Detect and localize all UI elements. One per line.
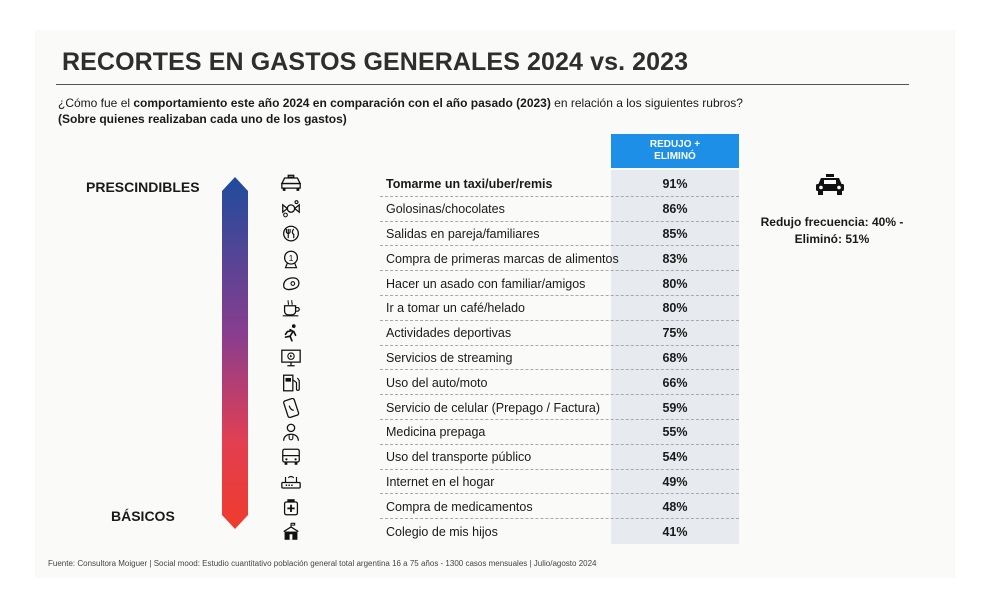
row-value: 48% (662, 499, 688, 514)
first-brand-medal-icon: 1 (278, 248, 304, 270)
row-value: 75% (662, 326, 688, 341)
scale-gradient-arrow (222, 177, 248, 529)
row-value: 54% (662, 450, 688, 465)
scale-label-top: PRESCINDIBLES (86, 179, 200, 195)
question-bold: comportamiento este año 2024 en comparac… (133, 96, 551, 110)
row-label: Medicina prepaga (386, 425, 486, 440)
table-row: Colegio de mis hijos 41% (278, 519, 739, 544)
table-row: Uso del auto/moto 66% (278, 370, 739, 395)
medicine-icon (278, 496, 304, 518)
taxi-icon (278, 173, 304, 195)
page-title: RECORTES EN GASTOS GENERALES 2024 vs. 20… (62, 48, 689, 76)
taxi-note-line1: Redujo frecuencia: 40% - (760, 215, 904, 229)
row-value: 41% (662, 524, 688, 539)
coffee-icon (278, 297, 304, 319)
row-label: Compra de medicamentos (386, 499, 533, 514)
row-value: 86% (662, 202, 688, 217)
expense-table: Tomarme un taxi/uber/remis 91% Golosinas/c… (278, 172, 739, 544)
router-icon (278, 471, 304, 493)
row-value: 80% (662, 301, 688, 316)
table-row: Actividades deportivas 75% (278, 321, 739, 346)
row-label: Servicio de celular (Prepago / Factura) (386, 400, 600, 415)
column-header-line2: ELIMINÓ (654, 151, 696, 162)
row-label: Golosinas/chocolates (386, 202, 505, 217)
scale-label-bottom: BÁSICOS (111, 508, 175, 524)
value-column-band (611, 170, 739, 544)
row-value: 80% (662, 276, 688, 291)
row-value: 66% (662, 375, 688, 390)
table-row: Tomarme un taxi/uber/remis 91% (278, 172, 739, 197)
row-value: 83% (662, 251, 688, 266)
steak-icon (278, 273, 304, 295)
row-label: Ir a tomar un café/helado (386, 301, 525, 316)
table-row: Salidas en pareja/familiares 85% (278, 222, 739, 247)
row-label: Uso del transporte público (386, 450, 532, 465)
table-row: 1 Compra de primeras marcas de alimentos 8… (278, 246, 739, 271)
candy-icon (278, 198, 304, 220)
row-value: 68% (662, 350, 688, 365)
table-row: Internet en el hogar 49% (278, 470, 739, 495)
row-label: Internet en el hogar (386, 474, 495, 489)
table-row: Compra de medicamentos 48% (278, 494, 739, 519)
table-row: Medicina prepaga 55% (278, 420, 739, 445)
row-label: Compra de primeras marcas de alimentos (386, 251, 619, 266)
fuel-pump-icon (278, 372, 304, 394)
taxi-icon (816, 174, 844, 195)
row-label: Tomarme un taxi/uber/remis (386, 177, 553, 192)
table-row: Golosinas/chocolates 86% (278, 197, 739, 222)
chart-panel (35, 30, 955, 578)
svg-text:1: 1 (289, 254, 294, 263)
table-row: Hacer un asado con familiar/amigos 80% (278, 271, 739, 296)
column-header-line1: REDUJO + (649, 139, 701, 150)
mobile-phone-icon (278, 397, 304, 419)
row-value: 59% (662, 400, 688, 415)
row-value: 49% (662, 474, 688, 489)
row-value: 55% (662, 425, 688, 440)
row-label: Uso del auto/moto (386, 375, 488, 390)
row-value: 85% (662, 226, 688, 241)
row-label: Salidas en pareja/familiares (386, 226, 540, 241)
taxi-note-line2: Eliminó: 51% (794, 232, 870, 246)
table-row: Uso del transporte público 54% (278, 445, 739, 470)
row-label: Hacer un asado con familiar/amigos (386, 276, 586, 291)
school-icon (278, 521, 304, 543)
column-header-redujo-elimino: REDUJO + ELIMINÓ (611, 134, 739, 168)
streaming-monitor-icon (278, 347, 304, 369)
question-pre: ¿Cómo fue el (58, 96, 134, 110)
table-row: Ir a tomar un café/helado 80% (278, 296, 739, 321)
table-row: Servicio de celular (Prepago / Factura) 5… (278, 395, 739, 420)
survey-question-sub: (Sobre quienes realizaban cada uno de lo… (58, 112, 347, 126)
title-divider (56, 84, 909, 85)
running-icon (278, 322, 304, 344)
source-footnote: Fuente: Consultora Moiguer | Social mood… (48, 559, 597, 568)
restaurant-icon (278, 223, 304, 245)
bus-icon (278, 446, 304, 468)
doctor-icon (278, 421, 304, 443)
row-value: 91% (662, 177, 688, 192)
row-label: Colegio de mis hijos (386, 524, 498, 539)
table-row: Servicios de streaming 68% (278, 346, 739, 371)
question-post: en relación a los siguientes rubros? (550, 96, 743, 110)
taxi-note: Redujo frecuencia: 40% - Eliminó: 51% (756, 214, 908, 248)
row-label: Actividades deportivas (386, 326, 512, 341)
survey-question: ¿Cómo fue el comportamiento este año 202… (58, 96, 743, 110)
row-label: Servicios de streaming (386, 350, 513, 365)
